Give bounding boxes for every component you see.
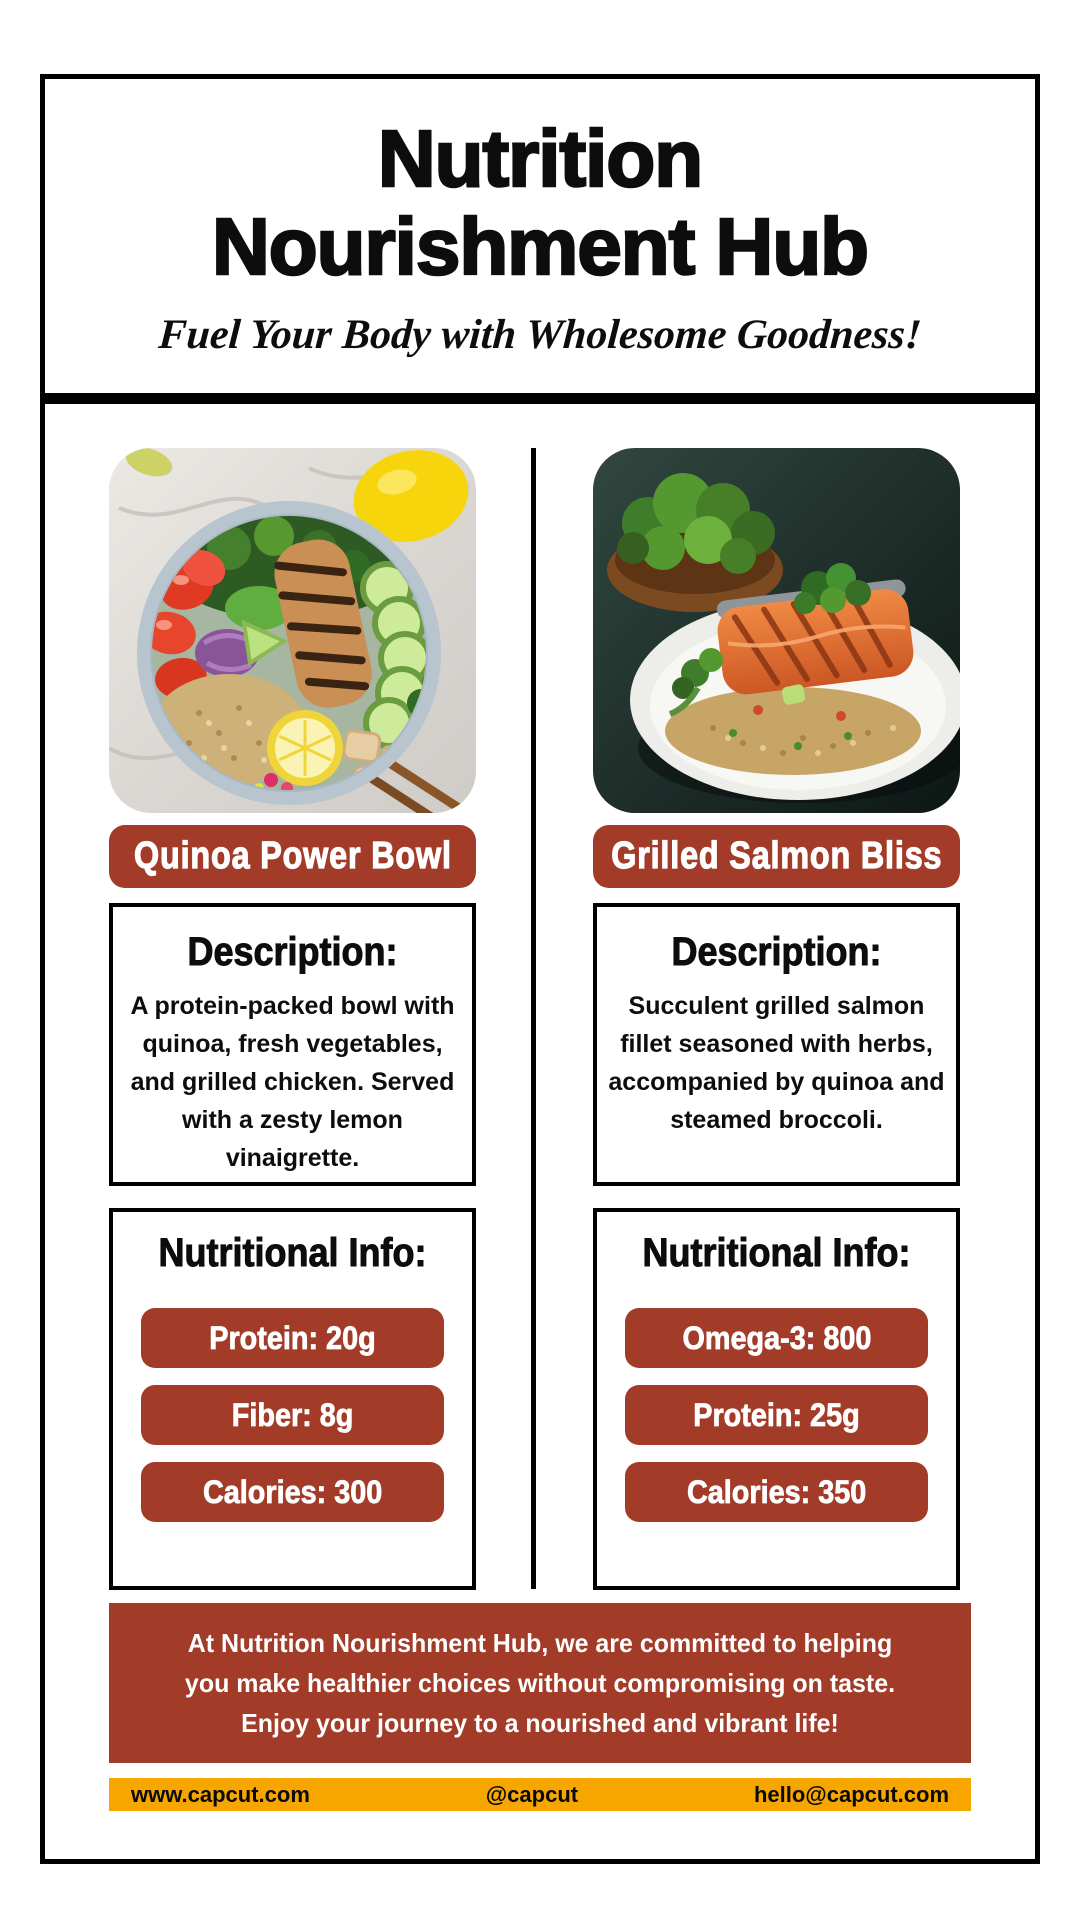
dish-column-quinoa: Quinoa Power Bowl Description: A protein…	[109, 79, 476, 1859]
quinoa-power-bowl-photo	[109, 448, 476, 813]
description-heading: Description:	[187, 930, 398, 975]
dish-column-salmon: Grilled Salmon Bliss Description: Succul…	[593, 79, 960, 1859]
email-link[interactable]: hello@capcut.com	[753, 1781, 949, 1807]
nutrition-fact-pill: Fiber: 8g	[141, 1385, 444, 1445]
dish-name-badge: Grilled Salmon Bliss	[593, 825, 960, 888]
poster-card: Nutrition Nourishment Hub Fuel Your Body…	[40, 74, 1040, 1864]
poster-title: Nutrition Nourishment Hub	[45, 113, 1035, 292]
nutrition-box: Nutritional Info: Protein: 20g Fiber: 8g…	[109, 1208, 476, 1590]
nutrition-box: Nutritional Info: Omega-3: 800 Protein: …	[593, 1208, 960, 1590]
nutrition-fact-pill: Protein: 20g	[141, 1308, 444, 1368]
nutrition-fact: Omega-3: 800	[682, 1319, 872, 1356]
mission-statement-text: At Nutrition Nourishment Hub, we are com…	[184, 1628, 896, 1738]
nutrition-fact-pill: Protein: 25g	[625, 1385, 928, 1445]
grilled-salmon-photo	[593, 448, 960, 813]
nutrition-fact: Fiber: 8g	[231, 1396, 354, 1433]
dish-name-badge: Quinoa Power Bowl	[109, 825, 476, 888]
contact-bar: www.capcut.com @capcut hello@capcut.com	[109, 1778, 971, 1811]
nutrition-fact: Protein: 20g	[209, 1319, 376, 1356]
salmon-illustration	[593, 448, 960, 813]
poster-title-line1: Nutrition	[377, 113, 705, 204]
poster-title-line2: Nourishment Hub	[211, 201, 871, 292]
quinoa-bowl-illustration	[109, 448, 476, 813]
description-box: Description: A protein-packed bowl with …	[109, 903, 476, 1186]
nutrition-fact-pill: Calories: 350	[625, 1462, 928, 1522]
header-divider	[40, 393, 1040, 404]
description-box: Description: Succulent grilled salmon fi…	[593, 903, 960, 1186]
nutrition-heading: Nutritional Info:	[642, 1231, 911, 1276]
nutrition-fact: Calories: 350	[686, 1473, 867, 1510]
nutrition-fact: Protein: 25g	[693, 1396, 860, 1433]
description-heading: Description:	[671, 930, 882, 975]
mission-statement-box: At Nutrition Nourishment Hub, we are com…	[109, 1603, 971, 1763]
nutrition-heading: Nutritional Info:	[158, 1231, 427, 1276]
dish-name: Quinoa Power Bowl	[133, 834, 452, 877]
website-link[interactable]: www.capcut.com	[131, 1781, 310, 1807]
nutrition-fact-pill: Omega-3: 800	[625, 1308, 928, 1368]
nutrition-pill-stack: Protein: 20g Fiber: 8g Calories: 300	[113, 1308, 472, 1522]
dish-name: Grilled Salmon Bliss	[610, 834, 943, 877]
nutrition-pill-stack: Omega-3: 800 Protein: 25g Calories: 350	[597, 1308, 956, 1522]
description-text: A protein-packed bowl with quinoa, fresh…	[130, 992, 455, 1172]
social-handle-link[interactable]: @capcut	[485, 1781, 579, 1807]
column-divider	[531, 448, 536, 1589]
description-text: Succulent grilled salmon fillet seasoned…	[608, 992, 945, 1134]
nutrition-fact-pill: Calories: 300	[141, 1462, 444, 1522]
nutrition-fact: Calories: 300	[202, 1473, 383, 1510]
